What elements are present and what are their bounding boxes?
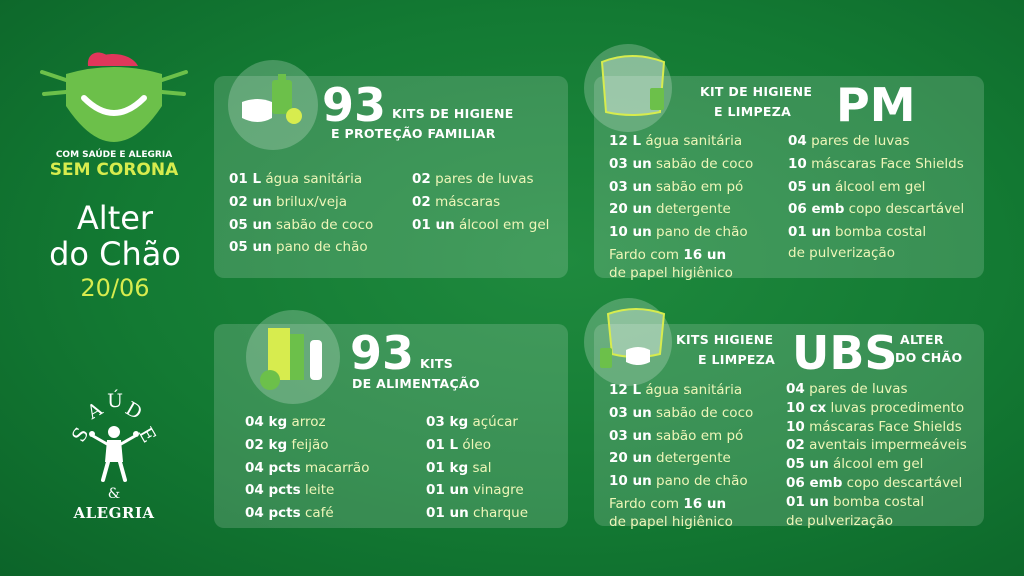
- list-item: 10 cx luvas procedimento: [786, 399, 965, 416]
- family-kit-list-col1: 01 L água sanitária 02 un brilux/veja 05…: [229, 168, 373, 259]
- smiling-mask-heart-icon: [40, 52, 188, 142]
- city-name-line1: Alter: [76, 199, 154, 237]
- list-item: 02 kg feijão: [245, 436, 329, 453]
- saude-alegria-logo: S A Ú D E & ALEGRIA: [62, 388, 166, 524]
- list-item: 03 kg açúcar: [426, 414, 518, 430]
- list-item: 10 un pano de chão: [609, 473, 748, 490]
- groceries-icon: [260, 328, 322, 390]
- list-item: 01 kg sal: [426, 459, 492, 476]
- food-kit-list-col2: 03 kg açúcar 01 L óleo 01 kg sal 01 un v…: [426, 411, 528, 525]
- list-item: 04 pcts café: [245, 505, 334, 522]
- panel-ubs-kit: [594, 324, 984, 526]
- list-item: 20 un detergente: [609, 201, 731, 218]
- family-kit-list-col2: 02 pares de luvas 02 máscaras 01 un álco…: [412, 168, 549, 236]
- family-kit-label-line1: KITS DE HIGIENE: [392, 106, 514, 121]
- list-item: de pulverização: [788, 244, 895, 261]
- juggler-figure-icon: [89, 426, 139, 482]
- list-item: 03 un sabão em pó: [609, 427, 744, 444]
- face-shield-icon: [600, 308, 666, 368]
- list-item: de papel higiênico: [609, 264, 733, 281]
- list-item: 05 un álcool em gel: [786, 456, 924, 473]
- list-item: 20 un detergente: [609, 450, 731, 467]
- list-item: 01 un vinagre: [426, 482, 524, 499]
- logo-letter-2: A: [83, 398, 107, 424]
- list-item: 03 un sabão de coco: [609, 404, 754, 421]
- pm-kit-list-col1: 12 L água sanitária 03 un sabão de coco …: [609, 130, 753, 282]
- food-kit-label-line2: DE ALIMENTAÇÃO: [352, 376, 480, 391]
- list-item: Fardo com 16 un: [609, 495, 727, 512]
- family-kit-count: 93: [322, 78, 387, 132]
- list-item: 01 L água sanitária: [229, 171, 363, 187]
- list-item: 04 pares de luvas: [786, 381, 908, 397]
- ubs-kit-label-line2: E LIMPEZA: [698, 352, 776, 367]
- list-item: 05 un álcool em gel: [788, 178, 926, 195]
- list-item: 01 un bomba costal: [786, 493, 925, 510]
- list-item: 03 un sabão de coco: [609, 155, 754, 172]
- sem-corona-logo: COM SAÚDE E ALEGRIA SEM CORONA: [38, 46, 190, 180]
- list-item: 04 pcts leite: [245, 482, 335, 499]
- list-item: 10 un pano de chão: [609, 224, 748, 241]
- city-name-line2: do Chão: [49, 235, 181, 273]
- list-item: 05 un pano de chão: [229, 239, 368, 256]
- list-item: de pulverização: [786, 512, 893, 529]
- logo-tagline: COM SAÚDE E ALEGRIA: [55, 150, 173, 160]
- list-item: 12 L água sanitária: [609, 133, 743, 149]
- list-item: 04 kg arroz: [245, 414, 326, 430]
- list-item: 01 un charque: [426, 505, 529, 522]
- list-item: de papel higiênico: [609, 513, 733, 530]
- logo-letter-4: D: [121, 397, 146, 425]
- ubs-kit-list-col1: 12 L água sanitária 03 un sabão de coco …: [609, 379, 753, 531]
- pm-kit-title: PM: [836, 78, 916, 132]
- logo-alegria: ALEGRIA: [73, 504, 155, 522]
- ubs-kit-suffix-line1: ALTER: [900, 332, 944, 347]
- list-item: Fardo com 16 un: [609, 246, 727, 263]
- family-kit-label-line2: E PROTEÇÃO FAMILIAR: [331, 126, 496, 141]
- list-item: 01 L óleo: [426, 436, 491, 453]
- list-item: 02 máscaras: [412, 193, 501, 210]
- event-date: 20/06: [80, 274, 150, 302]
- list-item: 03 un sabão em pó: [609, 178, 744, 195]
- food-kit-label-line1: KITS: [420, 356, 454, 371]
- face-shield-icon: [600, 55, 666, 116]
- pm-kit-list-col2: 04 pares de luvas 10 máscaras Face Shiel…: [788, 130, 964, 262]
- list-item: 06 emb copo descartável: [786, 474, 963, 491]
- logo-title: SEM CORONA: [49, 160, 179, 180]
- logo-letter-3: Ú: [107, 390, 124, 412]
- list-item: 01 un álcool em gel: [412, 216, 550, 233]
- list-item: 02 aventais impermeáveis: [786, 437, 967, 454]
- hygiene-kit-icon: [242, 74, 302, 124]
- logo-ampersand: &: [107, 486, 121, 502]
- list-item: 02 un brilux/veja: [229, 193, 348, 210]
- ubs-kit-title: UBS: [792, 326, 898, 380]
- ubs-kit-suffix-line2: DO CHÃO: [895, 350, 963, 365]
- list-item: 05 un sabão de coco: [229, 216, 374, 233]
- food-kit-count: 93: [350, 326, 415, 380]
- ubs-kit-label-line1: KITS HIGIENE: [676, 332, 774, 347]
- list-item: 04 pcts macarrão: [245, 459, 370, 476]
- pm-kit-label-line2: E LIMPEZA: [714, 104, 792, 119]
- list-item: 04 pares de luvas: [788, 133, 910, 149]
- list-item: 02 pares de luvas: [412, 171, 534, 187]
- list-item: 10 máscaras Face Shields: [788, 155, 964, 172]
- food-kit-list-col1: 04 kg arroz 02 kg feijão 04 pcts macarrã…: [245, 411, 369, 525]
- list-item: 06 emb copo descartável: [788, 201, 965, 218]
- pm-kit-label-line1: KIT DE HIGIENE: [700, 84, 813, 99]
- list-item: 12 L água sanitária: [609, 382, 743, 398]
- list-item: 10 máscaras Face Shields: [786, 418, 962, 435]
- ubs-kit-list-col2: 04 pares de luvas 10 cx luvas procedimen…: [786, 380, 967, 530]
- list-item: 01 un bomba costal: [788, 224, 927, 241]
